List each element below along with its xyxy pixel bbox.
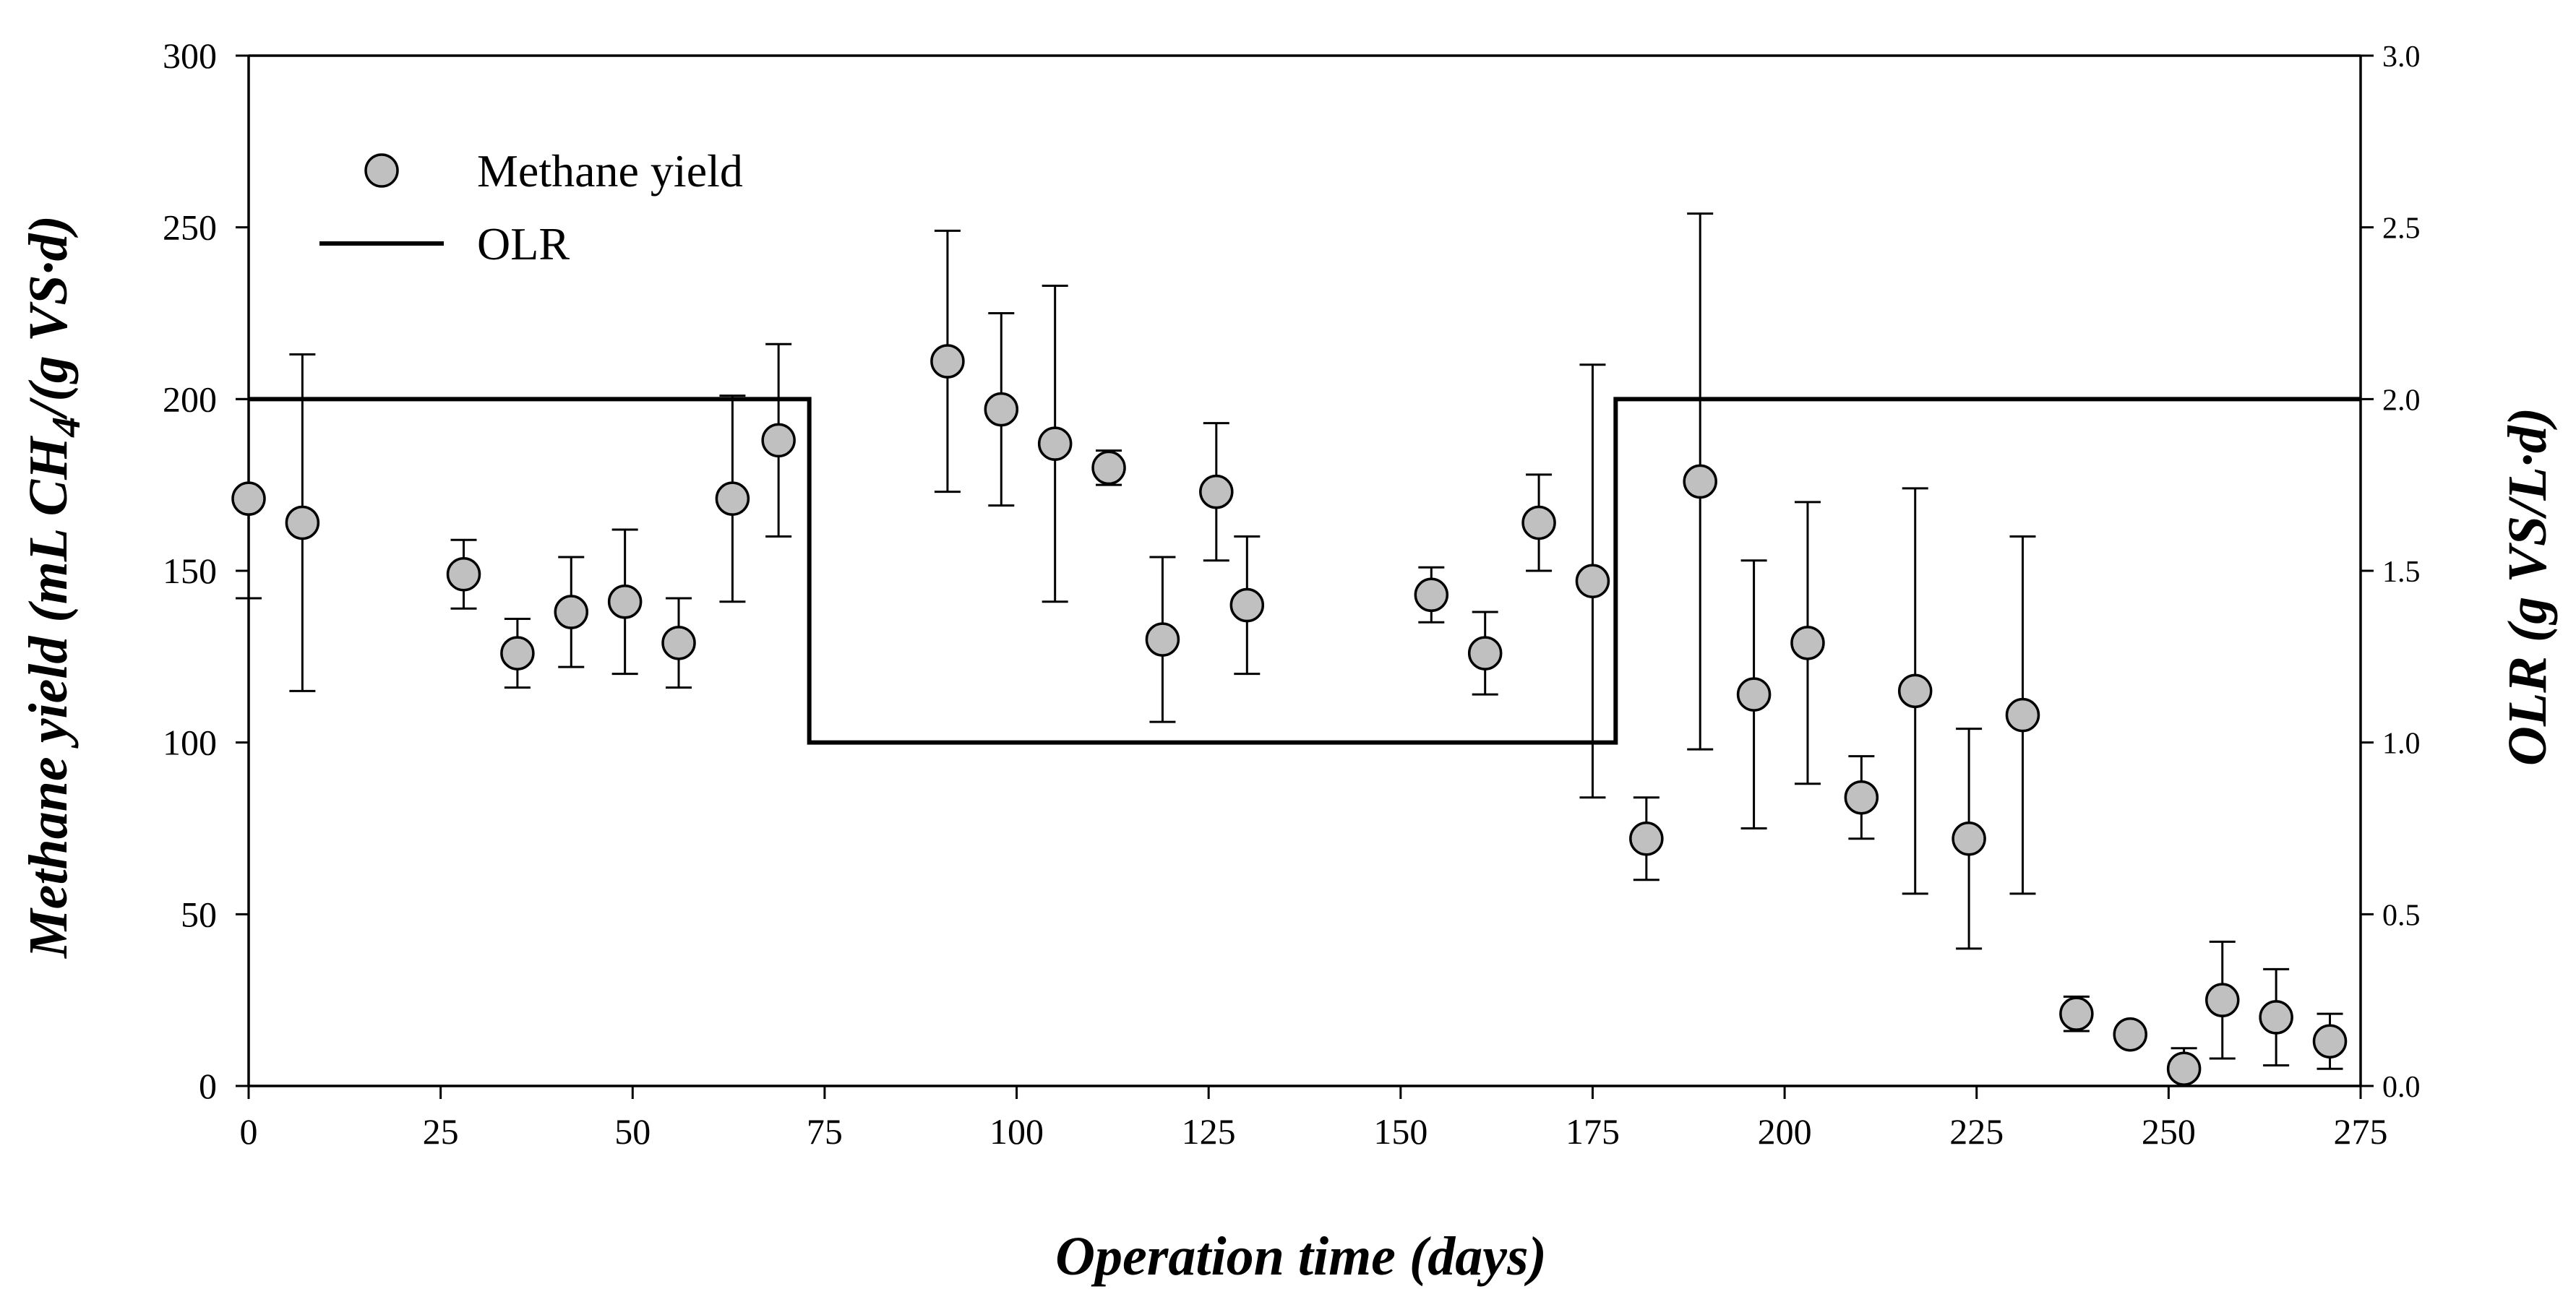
methane-yield-point — [2005, 697, 2040, 733]
methane-yield-point — [1736, 677, 1772, 712]
y-tick-label-left: 300 — [163, 35, 217, 76]
methane-yield-point — [2259, 1000, 2293, 1035]
methane-yield-point — [1091, 450, 1126, 486]
y-tick-label-right: 2.5 — [2382, 212, 2421, 246]
y-axis-title-left-tail: /(g VS·d) — [18, 215, 79, 421]
y-axis-title-right: OLR (g VS/L·d) — [2497, 408, 2558, 766]
x-tick-label: 225 — [1949, 1111, 2004, 1152]
data-layer — [231, 212, 2361, 1087]
methane-yield-point — [231, 481, 266, 516]
y-tick-label-left: 250 — [163, 207, 217, 248]
y-tick-label-right: 3.0 — [2382, 40, 2421, 74]
methane-yield-point — [930, 344, 965, 379]
x-tick-label: 75 — [807, 1111, 843, 1152]
methane-yield-point — [1414, 577, 1449, 613]
legend-scatter-marker — [364, 153, 399, 188]
methane-yield-point — [661, 626, 696, 660]
methane-yield-point — [1145, 622, 1180, 657]
legend: Methane yield OLR — [319, 145, 743, 270]
axes-layer: 0 25 50 75 100 125 150 175 200 225 250 275 0 50 100 150… — [163, 35, 2421, 1152]
methane-yield-point — [2113, 1017, 2147, 1052]
methane-yield-point — [2204, 983, 2240, 1017]
y-tick-label-right: 2.0 — [2382, 384, 2421, 417]
methane-yield-point — [1575, 564, 1610, 599]
methane-yield-point — [761, 423, 796, 458]
x-tick-label: 250 — [2142, 1111, 2196, 1152]
y-tick-label-right: 0.5 — [2382, 899, 2421, 932]
methane-yield-point — [1952, 822, 1986, 856]
y-tick-label-left: 100 — [163, 723, 217, 763]
methane-yield-point — [607, 585, 643, 619]
legend-line-label: OLR — [477, 218, 570, 270]
x-axis-title: Operation time (days) — [1055, 1226, 1547, 1287]
methane-yield-point — [500, 636, 535, 671]
methane-yield-point — [1229, 587, 1265, 623]
y-axis-title-left-sub: 4 — [44, 417, 89, 438]
y-axis-title-left: Methane yield (mL CH4/(g VS·d) — [18, 215, 89, 959]
x-tick-label: 0 — [240, 1111, 258, 1152]
olr-step-line — [249, 397, 2361, 745]
y-tick-label-left: 50 — [181, 894, 217, 934]
methane-yield-point — [1199, 474, 1234, 509]
y-tick-label-left: 150 — [163, 551, 217, 591]
methane-yield-point — [1521, 505, 1556, 540]
methane-yield-point — [2059, 996, 2094, 1031]
x-tick-label: 200 — [1758, 1111, 1812, 1152]
methane-yield-point — [2166, 1051, 2202, 1086]
legend-scatter-label: Methane yield — [477, 145, 743, 197]
y-tick-label-left: 200 — [163, 379, 217, 419]
methane-yield-point — [1790, 626, 1825, 660]
x-tick-label: 175 — [1566, 1111, 1620, 1152]
methane-yield-point — [1629, 822, 1664, 856]
x-tick-label: 100 — [989, 1111, 1044, 1152]
x-tick-label: 50 — [614, 1111, 651, 1152]
y-tick-label-right: 0.0 — [2382, 1071, 2421, 1104]
x-tick-label: 150 — [1373, 1111, 1427, 1152]
methane-yield-point — [285, 505, 320, 540]
methane-yield-point — [984, 392, 1019, 427]
methane-yield-point — [1897, 673, 1933, 709]
y-tick-label-left: 0 — [199, 1066, 217, 1106]
methane-yield-point — [1683, 464, 1717, 499]
methane-yield-point — [1037, 426, 1073, 461]
y-tick-label-right: 1.0 — [2382, 728, 2421, 761]
methane-yield-point — [1467, 636, 1503, 671]
methane-yield-point — [554, 595, 589, 629]
x-tick-label: 25 — [423, 1111, 459, 1152]
methane-yield-point — [446, 557, 481, 592]
methane-yield-point — [2312, 1024, 2348, 1059]
x-tick-label: 125 — [1182, 1111, 1236, 1152]
x-tick-label: 275 — [2334, 1111, 2388, 1152]
methane-yield-point — [715, 481, 750, 516]
y-axis-title-left-main: Methane yield (mL CH — [18, 435, 79, 959]
y-tick-label-right: 1.5 — [2382, 556, 2421, 589]
methane-yield-point — [1844, 780, 1879, 815]
